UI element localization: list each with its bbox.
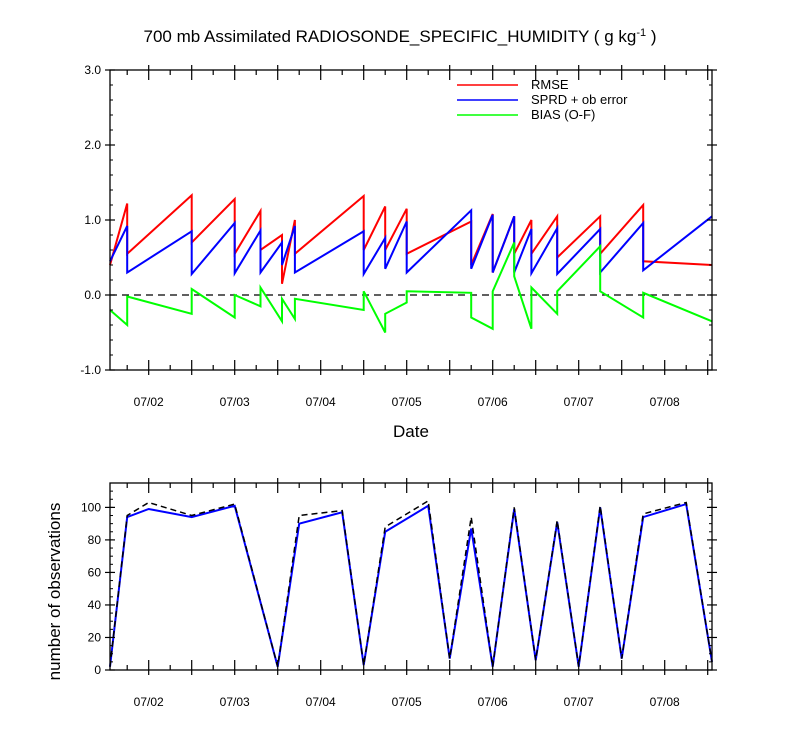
y-tick-label: 0.0 [84, 288, 101, 302]
series-line-possible [109, 499, 713, 667]
x-tick-label: 07/06 [478, 395, 508, 409]
top-panel: -1.0 0.0 1.0 2.0 3.0 07/02 07/03 07/04 07/05 07/0… [80, 27, 717, 441]
x-tick-label: 07/04 [306, 395, 336, 409]
x-tick-label: 07/05 [392, 695, 422, 709]
series-line-bias-o-f [109, 242, 713, 333]
bottom-panel: 0 20 40 60 80 100 07/02 07/03 07/04 07/05 07/06 07/… [45, 478, 717, 709]
y-tick-label: 60 [88, 565, 102, 579]
x-tick-label: 07/07 [564, 695, 594, 709]
y-axis-label: number of observations [45, 503, 64, 681]
chart-title: 700 mb Assimilated RADIOSONDE_SPECIFIC_H… [144, 27, 657, 46]
y-tick-label: 100 [81, 500, 101, 514]
series-line-assimilated [109, 502, 713, 667]
x-tick-label: 07/02 [134, 695, 164, 709]
y-tick-label: 3.0 [84, 63, 101, 77]
legend-label: SPRD + ob error [531, 92, 628, 107]
x-tick-label: 07/08 [650, 395, 680, 409]
x-tick-label: 07/05 [392, 395, 422, 409]
y-tick-label: 2.0 [84, 138, 101, 152]
x-tick-label: 07/03 [220, 395, 250, 409]
x-tick-label: 07/03 [220, 695, 250, 709]
y-tick-label: 1.0 [84, 213, 101, 227]
series-line-sprd-ob-error [109, 207, 713, 278]
y-tick-label: -1.0 [80, 363, 101, 377]
y-tick-label: 0 [94, 663, 101, 677]
x-tick-label: 07/07 [564, 395, 594, 409]
legend-label: BIAS (O-F) [531, 107, 595, 122]
series-line-rmse [109, 193, 713, 284]
plot-frame [109, 482, 713, 671]
x-axis-label: Date [393, 422, 429, 441]
y-tick-label: 80 [88, 533, 102, 547]
y-tick-label: 40 [88, 598, 102, 612]
x-tick-label: 07/02 [134, 395, 164, 409]
x-tick-label: 07/08 [650, 695, 680, 709]
legend-label: RMSE [531, 77, 569, 92]
x-tick-label: 07/04 [306, 695, 336, 709]
plot-frame [109, 69, 713, 371]
x-tick-label: 07/06 [478, 695, 508, 709]
y-tick-label: 20 [88, 630, 102, 644]
title-superscript: -1 [636, 27, 646, 39]
